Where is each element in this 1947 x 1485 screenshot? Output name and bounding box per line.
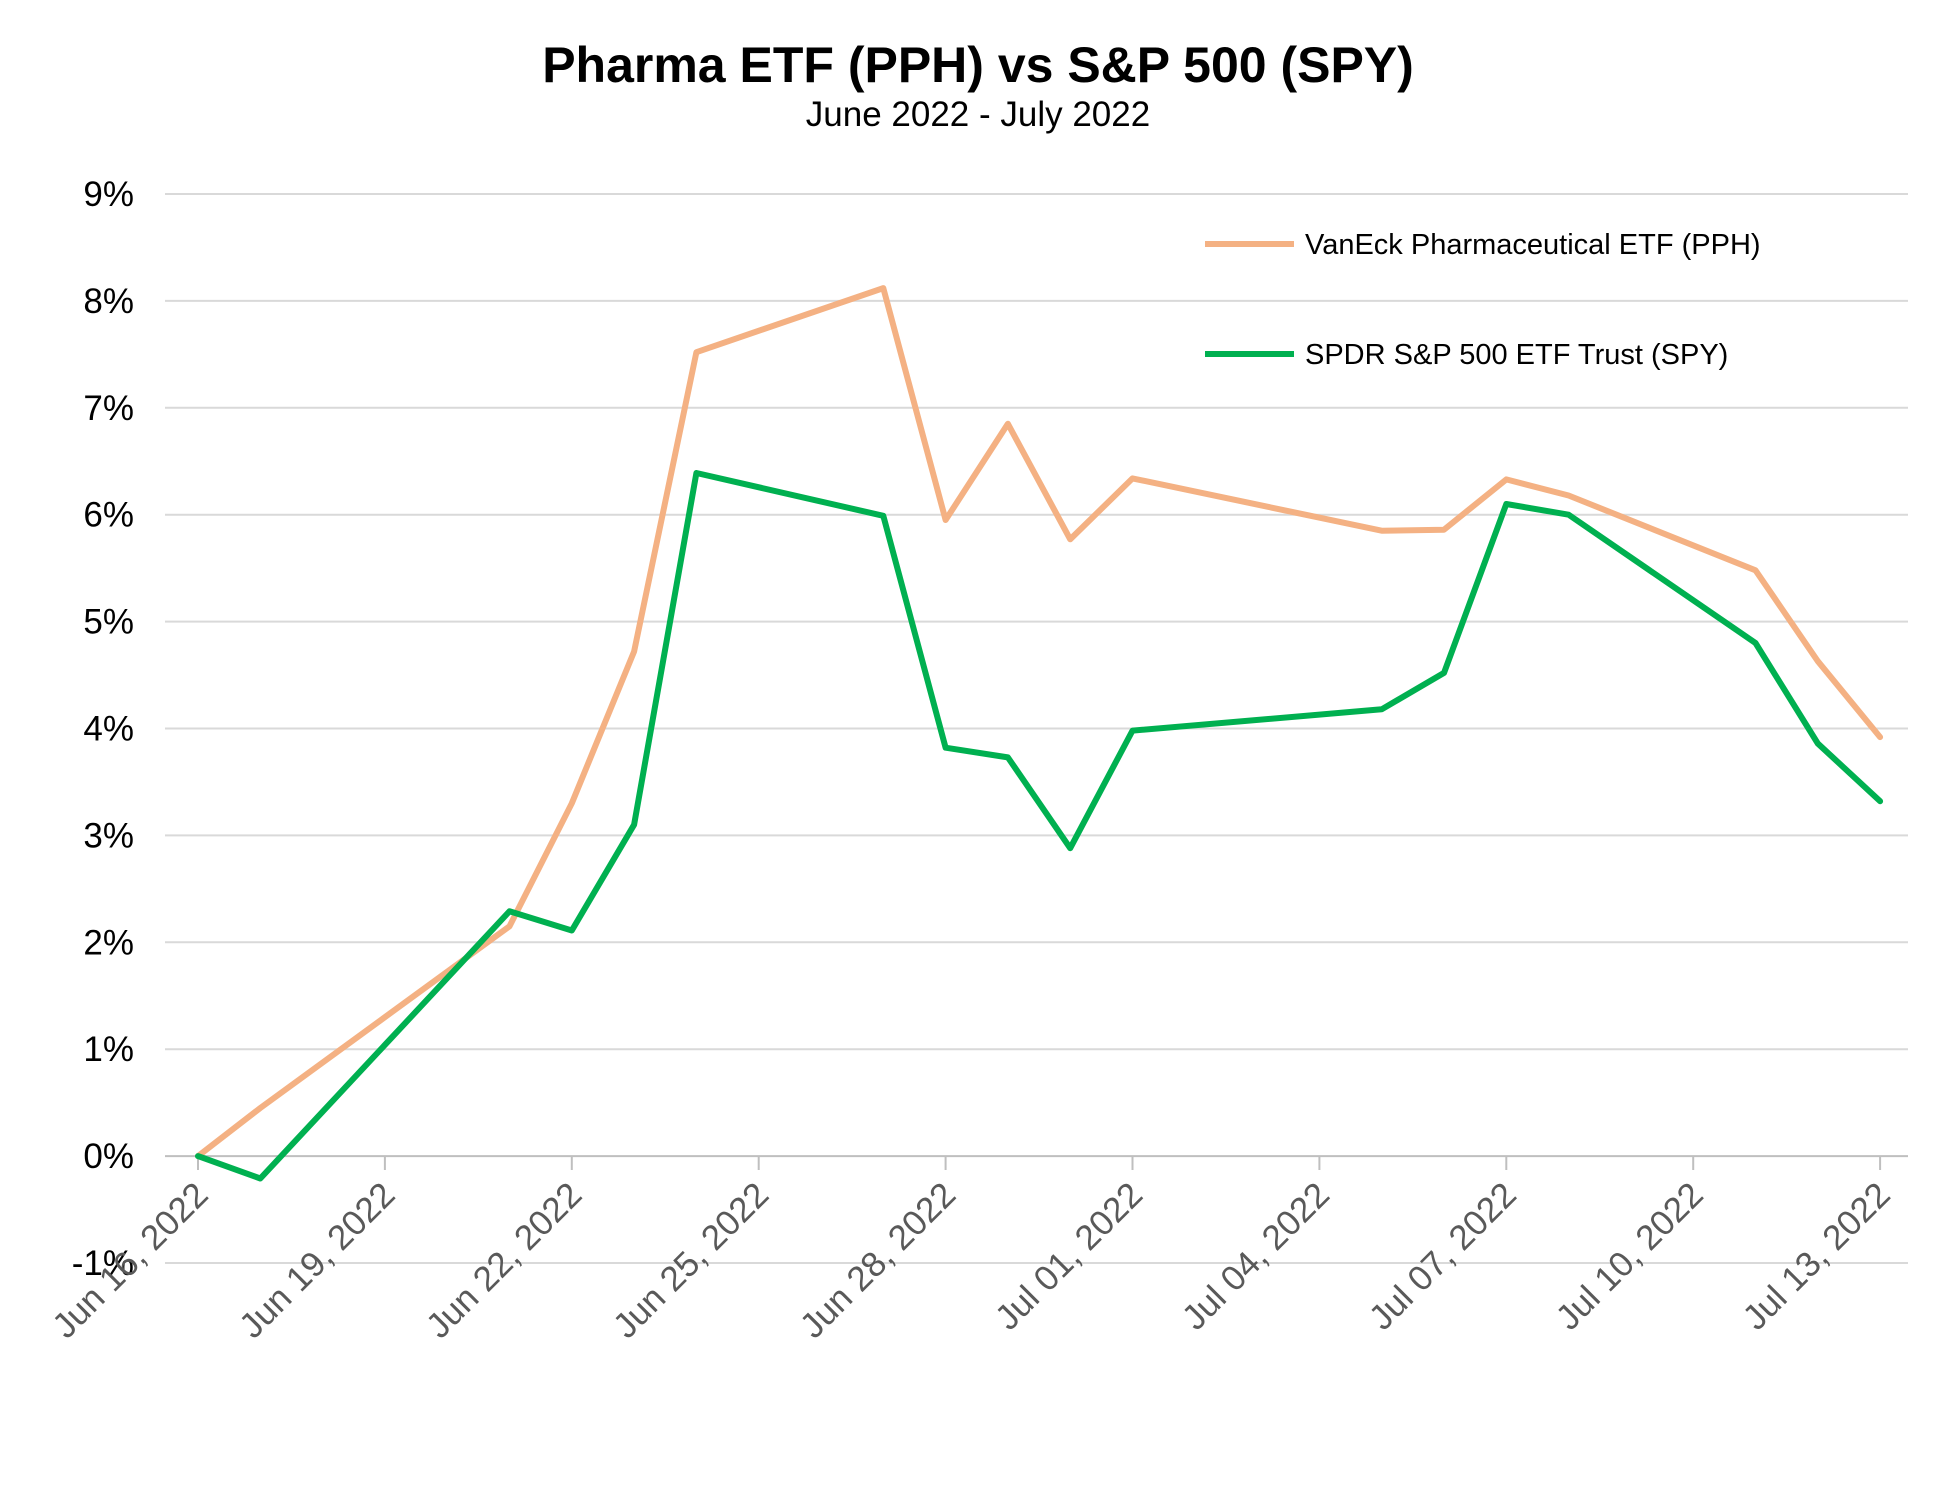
x-tick-label: Jun 22, 2022	[419, 1175, 590, 1346]
x-tick-label: Jun 19, 2022	[232, 1175, 403, 1346]
x-tick-label: Jul 13, 2022	[1735, 1175, 1897, 1337]
chart-subtitle: June 2022 - July 2022	[806, 95, 1150, 134]
y-tick-label: 9%	[83, 175, 134, 214]
y-tick-label: 7%	[83, 389, 134, 428]
y-tick-label: 6%	[83, 496, 134, 535]
x-tick-label: Jul 07, 2022	[1362, 1175, 1524, 1337]
legend-label: VanEck Pharmaceutical ETF (PPH)	[1305, 229, 1761, 261]
x-tick-label: Jun 25, 2022	[606, 1175, 777, 1346]
y-tick-label: 0%	[83, 1137, 134, 1176]
x-tick-label: Jul 04, 2022	[1175, 1175, 1337, 1337]
y-tick-label: 8%	[83, 282, 134, 321]
y-tick-label: 4%	[83, 710, 134, 749]
y-tick-label: -1%	[72, 1244, 134, 1283]
y-tick-label: 5%	[83, 603, 134, 642]
series-line-1	[195, 470, 1884, 1182]
x-tick-label: Jul 01, 2022	[988, 1175, 1150, 1337]
legend: VanEck Pharmaceutical ETF (PPH) SPDR S&P …	[1205, 229, 1761, 371]
x-tick-label: Jul 10, 2022	[1548, 1175, 1710, 1337]
y-tick-label: 3%	[83, 816, 134, 855]
x-axis-ticks: Jun 16, 2022 Jun 19, 2022 Jun 22, 2022 Jun …	[45, 1157, 1898, 1346]
x-tick-label: Jun 28, 2022	[793, 1175, 964, 1346]
chart-title: Pharma ETF (PPH) vs S&P 500 (SPY)	[542, 37, 1414, 93]
y-tick-label: 2%	[83, 923, 134, 962]
series-line-0	[195, 285, 1884, 1160]
x-tick-label: Jun 16, 2022	[45, 1175, 216, 1346]
y-tick-label: 1%	[83, 1030, 134, 1069]
y-axis-ticks: -1% 0% 1% 2% 3% 4% 5% 6% 7% 8% 9%	[72, 175, 134, 1283]
gridlines	[165, 193, 1908, 1264]
series-lines	[195, 285, 1884, 1182]
legend-label: SPDR S&P 500 ETF Trust (SPY)	[1305, 339, 1728, 371]
